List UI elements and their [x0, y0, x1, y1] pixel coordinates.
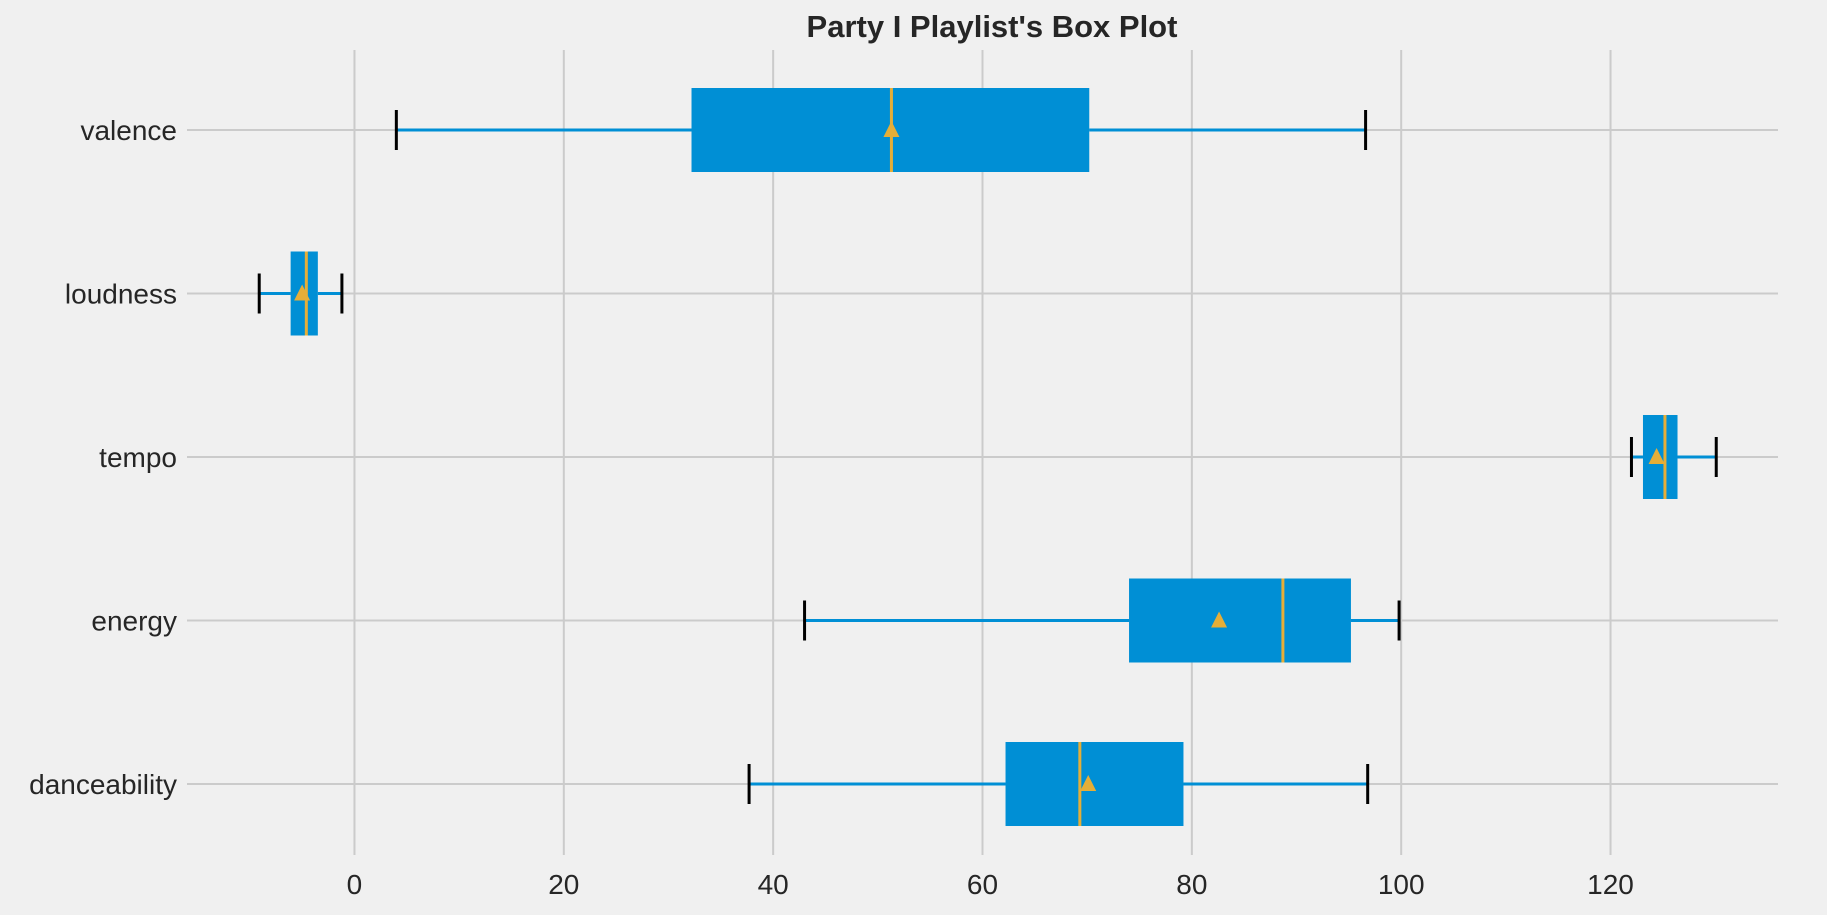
- iqr-box: [1005, 742, 1184, 826]
- mean-marker: [883, 121, 900, 137]
- box-tempo: [1629, 415, 1718, 499]
- mean-marker: [1080, 775, 1097, 791]
- box-layer: [257, 88, 1718, 826]
- x-tick-label: 0: [347, 869, 363, 900]
- box-loudness: [257, 251, 344, 336]
- y-tick-label: loudness: [65, 279, 177, 310]
- box-energy: [803, 578, 1401, 663]
- chart-title: Party I Playlist's Box Plot: [807, 9, 1178, 44]
- x-tick-label: 60: [967, 869, 998, 900]
- tick-label-layer: 0 20 40 60 80 100 120 valence loudness tempo energ…: [29, 115, 1634, 900]
- iqr-box: [1129, 578, 1351, 663]
- y-tick-label: valence: [80, 115, 177, 146]
- mean-marker: [294, 284, 311, 301]
- y-tick-label: danceability: [29, 769, 177, 800]
- y-tick-label: energy: [91, 606, 177, 637]
- y-tick-label: tempo: [99, 442, 177, 473]
- x-tick-label: 80: [1176, 869, 1207, 900]
- box-danceability: [747, 742, 1370, 826]
- x-tick-label: 20: [548, 869, 579, 900]
- x-tick-label: 120: [1587, 869, 1634, 900]
- mean-marker: [1211, 611, 1228, 628]
- box-valence: [394, 88, 1368, 172]
- x-tick-label: 40: [758, 869, 789, 900]
- x-tick-label: 100: [1378, 869, 1425, 900]
- mean-marker: [1648, 448, 1665, 464]
